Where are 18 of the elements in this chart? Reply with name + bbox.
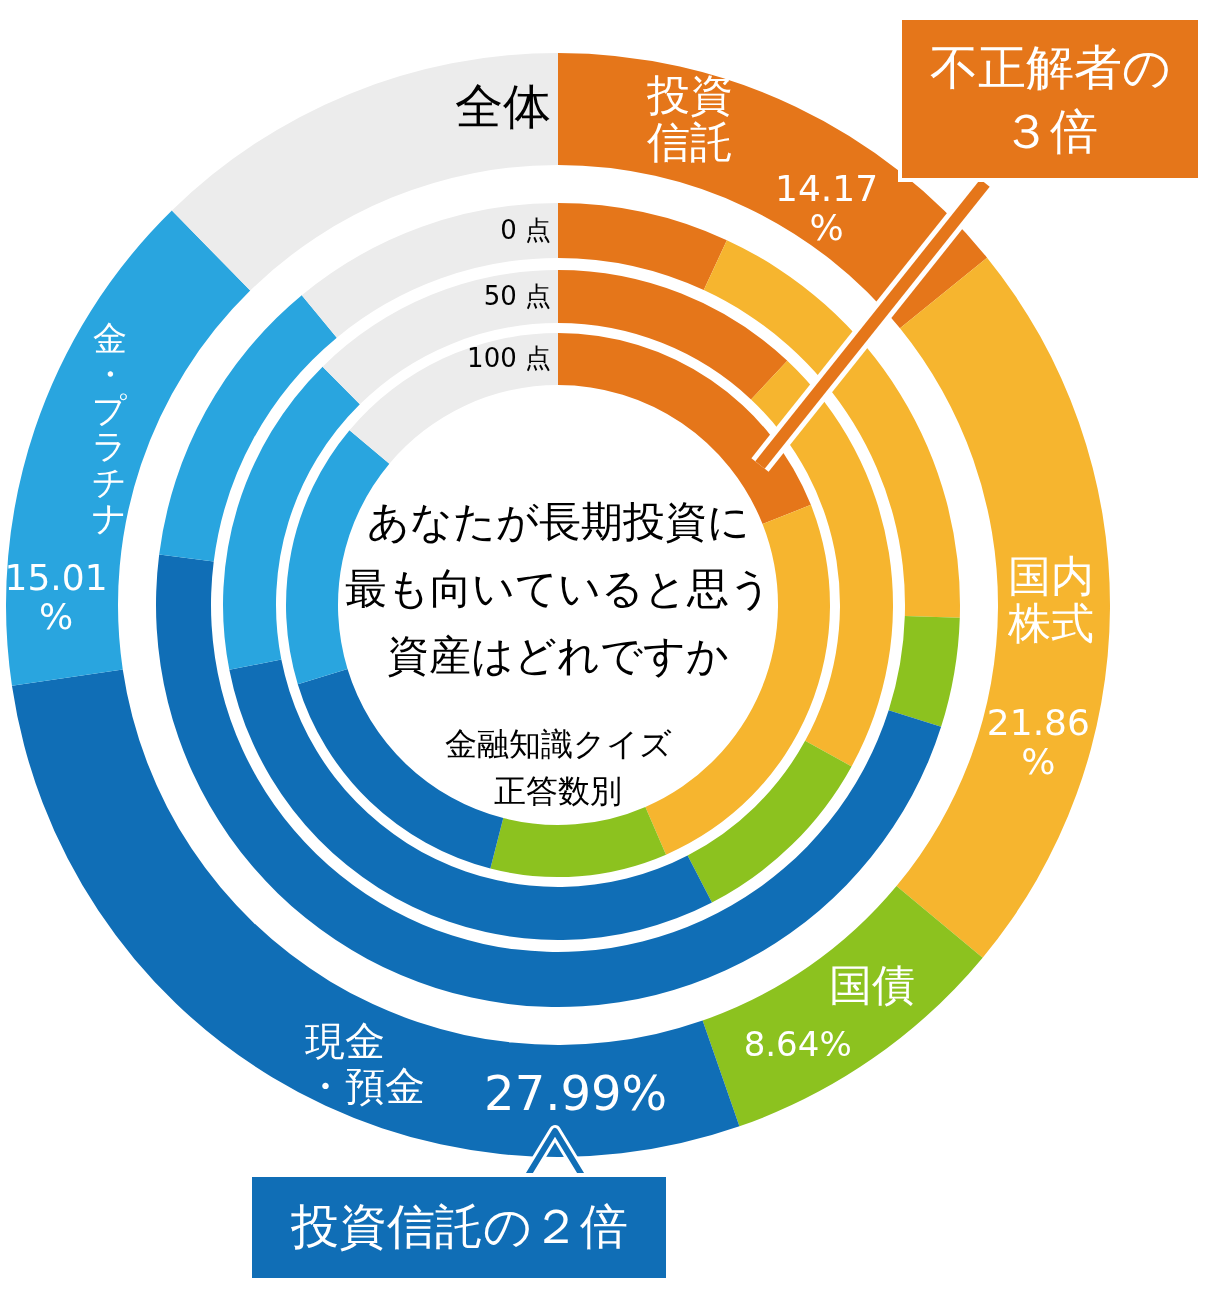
- data-label: 27.99%: [484, 1064, 668, 1121]
- text: 不正解者の３倍: [929, 39, 1171, 159]
- data-label: 14.17 %: [774, 167, 879, 249]
- data-label: 8.64%: [743, 1024, 852, 1065]
- slice-label: 全体: [455, 78, 551, 134]
- slice-label: 金・プラチナ: [92, 318, 128, 539]
- slice-label: 国内株式: [1006, 550, 1094, 648]
- data-label: 21.86 %: [986, 701, 1090, 783]
- text: 金融知識クイズ正答数別: [444, 724, 672, 810]
- data-label: 15.01 %: [4, 556, 108, 638]
- slice-label: 100 点: [467, 343, 551, 373]
- slice-label: 投資信託: [646, 70, 734, 168]
- slice-label: 50 点: [483, 280, 551, 311]
- slice-label: 現金・預金: [305, 1017, 426, 1109]
- text: あなたが長期投資に最も向いていると思う資産はどれですか: [344, 497, 772, 680]
- slice-label: 0 点: [500, 214, 551, 245]
- text: 投資信託の２倍: [289, 1198, 628, 1254]
- slice-label: 国債: [828, 959, 915, 1010]
